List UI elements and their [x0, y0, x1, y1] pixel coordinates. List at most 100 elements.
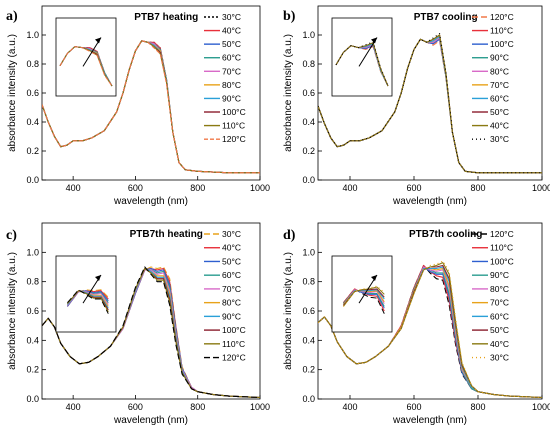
- inset-frame: [55, 17, 117, 97]
- legend-label-2: 100°C: [490, 256, 514, 266]
- x-axis-label: wavelength (nm): [113, 196, 188, 207]
- y-tick-label: 0.6: [26, 306, 39, 316]
- legend-label-2: 50°C: [222, 256, 241, 266]
- x-tick-label: 600: [406, 402, 421, 412]
- series-group: [318, 260, 542, 399]
- y-tick-label: 0.8: [302, 277, 315, 287]
- x-axis-label: wavelength (nm): [392, 415, 467, 426]
- x-tick-label: 1000: [250, 402, 270, 412]
- y-tick-label: 0.8: [26, 277, 39, 287]
- chart-title: PTB7th heating: [130, 229, 203, 240]
- y-tick-label: 0.4: [302, 117, 315, 127]
- legend-label-9: 120°C: [222, 134, 246, 144]
- y-tick-label: 0.4: [26, 117, 39, 127]
- inset-series-group: [343, 285, 385, 314]
- legend-label-0: 30°C: [222, 12, 241, 22]
- panel-4: d) 400 600 800 1000 0.0 0.2 0.4 0.6 0.8 1.0 wavelen…: [283, 222, 550, 426]
- legend-label-0: 120°C: [490, 12, 514, 22]
- inset-series-line-9: [335, 41, 389, 87]
- series-line-9: [318, 33, 542, 174]
- y-tick-label: 1.0: [26, 30, 39, 40]
- legend-label-8: 40°C: [490, 339, 509, 349]
- legend-label-3: 90°C: [490, 270, 509, 280]
- legend-label-8: 110°C: [222, 121, 245, 131]
- legend-label-4: 70°C: [222, 284, 241, 294]
- x-tick-label: 800: [190, 402, 205, 412]
- legend-label-5: 70°C: [490, 80, 509, 90]
- series-group: [318, 33, 542, 174]
- y-tick-label: 0.6: [302, 306, 315, 316]
- panel-label: a): [6, 9, 18, 24]
- inset-series-line-8: [59, 46, 113, 87]
- legend-label-6: 60°C: [490, 93, 509, 103]
- x-axis-label: wavelength (nm): [113, 415, 188, 426]
- inset-series-line-9: [67, 289, 109, 314]
- x-tick-label: 400: [66, 402, 81, 412]
- x-tick-label: 600: [128, 183, 143, 193]
- y-axis-label: absorbance intensity (a.u.): [7, 34, 18, 152]
- chart-title: PTB7th cooling: [409, 229, 482, 240]
- legend-label-6: 90°C: [222, 311, 241, 321]
- y-tick-label: 1.0: [26, 247, 39, 257]
- legend-label-3: 60°C: [222, 270, 241, 280]
- x-axis-label: wavelength (nm): [392, 196, 467, 207]
- inset-arrow-head: [95, 37, 101, 44]
- panel-3: c) 400 600 800 1000 0.0 0.2 0.4 0.6 0.8 1.0 wavelen…: [6, 222, 270, 426]
- y-tick-label: 0.4: [26, 335, 39, 345]
- legend-label-1: 110°C: [490, 26, 513, 36]
- legend-label-7: 50°C: [490, 107, 509, 117]
- legend-label-1: 110°C: [490, 243, 513, 253]
- inset-series-line-9: [59, 46, 113, 87]
- inset-series-group: [335, 41, 389, 87]
- y-axis-label: absorbance intensity (a.u.): [283, 252, 294, 370]
- x-tick-label: 1000: [532, 402, 550, 412]
- legend-label-8: 40°C: [490, 121, 509, 131]
- y-tick-label: 0.0: [26, 175, 39, 185]
- legend-label-6: 90°C: [222, 93, 241, 103]
- legend-label-1: 40°C: [222, 26, 241, 36]
- legend-label-2: 100°C: [490, 39, 514, 49]
- panel-1: a) 400 600 800 1000 0.0 0.2 0.4 0.6 0.8 1.0 wavelen…: [6, 5, 270, 207]
- legend-label-1: 40°C: [222, 243, 241, 253]
- legend-label-7: 100°C: [222, 325, 246, 335]
- x-tick-label: 800: [470, 402, 485, 412]
- x-tick-label: 800: [470, 183, 485, 193]
- x-tick-label: 400: [342, 402, 357, 412]
- y-tick-label: 0.6: [302, 88, 315, 98]
- chart-title: PTB7 cooling: [414, 12, 478, 23]
- series-group: [42, 40, 260, 174]
- panel-label: b): [283, 9, 296, 24]
- x-tick-label: 1000: [250, 183, 270, 193]
- panel-label: c): [6, 228, 17, 243]
- y-tick-label: 0.4: [302, 335, 315, 345]
- legend-label-4: 80°C: [490, 66, 509, 76]
- inset-series-line-8: [67, 290, 109, 313]
- x-tick-label: 600: [406, 183, 421, 193]
- inset-frame: [331, 255, 393, 333]
- legend-label-5: 70°C: [490, 298, 509, 308]
- y-tick-label: 1.0: [302, 247, 315, 257]
- legend-label-5: 80°C: [222, 80, 241, 90]
- inset-arrow-head: [371, 275, 377, 281]
- series-group: [42, 266, 260, 399]
- series-line-9: [42, 40, 260, 174]
- inset-series-group: [67, 289, 109, 314]
- x-tick-label: 400: [342, 183, 357, 193]
- x-tick-label: 800: [190, 183, 205, 193]
- x-tick-label: 600: [128, 402, 143, 412]
- legend-label-4: 70°C: [222, 66, 241, 76]
- legend-label-0: 120°C: [490, 229, 514, 239]
- series-line-9: [42, 266, 260, 399]
- legend-label-7: 50°C: [490, 325, 509, 335]
- inset-arrow-head: [371, 37, 377, 44]
- inset-series-line-0: [67, 289, 109, 307]
- inset-series-line-8: [343, 286, 385, 307]
- series-line-9: [318, 260, 542, 399]
- legend-label-9: 30°C: [490, 134, 509, 144]
- y-tick-label: 0.6: [26, 88, 39, 98]
- inset-arrow-head: [95, 275, 101, 281]
- legend-label-4: 80°C: [490, 284, 509, 294]
- legend-label-3: 60°C: [222, 53, 241, 63]
- y-tick-label: 0.0: [302, 394, 315, 404]
